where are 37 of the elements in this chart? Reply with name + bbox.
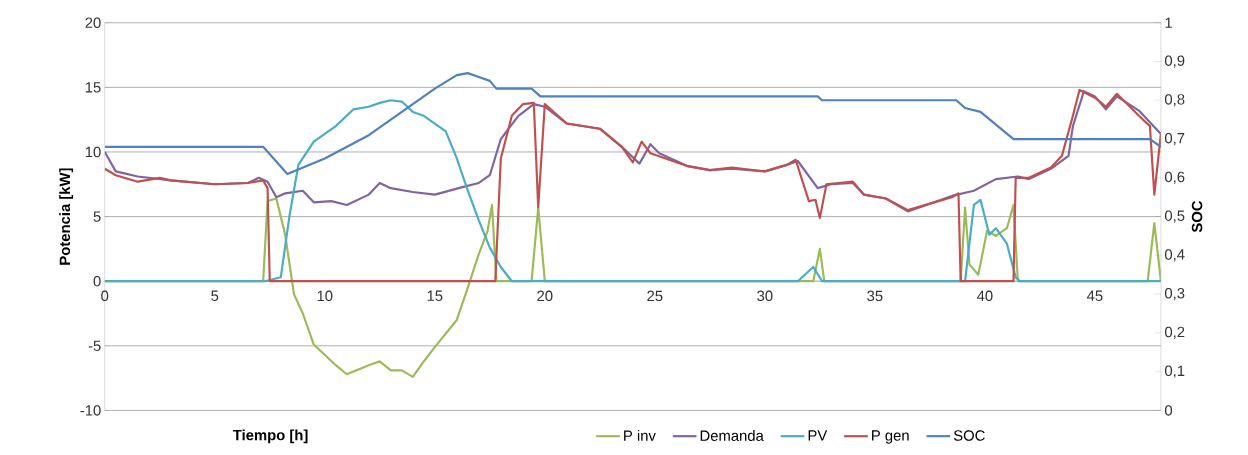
legend-label: P gen [872,430,909,444]
y2-tick-label: 1 [1165,17,1172,28]
x-tick-label: 25 [647,290,663,302]
y-tick-label: -10 [80,405,101,416]
y2-tick-label: 0,5 [1164,210,1185,223]
y-tick-label: 15 [85,82,101,93]
y-tick-label: 0 [93,275,101,287]
y-tick-label: 20 [85,17,101,29]
x-tick-label: 45 [1086,290,1103,301]
y2-tick-label: 0,3 [1164,288,1185,301]
y2-tick-label: 0,7 [1164,132,1185,146]
y-tick-label: 10 [85,146,101,158]
x-tick-label: 40 [976,290,993,302]
legend-label: PV [808,430,828,441]
y2-tick-label: 0,1 [1164,365,1185,378]
y2-axis-title: SOC [1191,200,1203,233]
y2-tick-label: 0,9 [1164,55,1185,68]
line-series [104,72,1161,176]
x-tick-label: 0 [101,290,109,302]
legend-label: P inv [624,430,656,441]
legend-label: SOC [953,430,985,441]
x-tick-label: 35 [867,290,883,302]
x-tick-label: 10 [317,290,333,302]
y-tick-label: -5 [88,340,101,352]
y2-tick-label: 0,4 [1164,249,1185,262]
y-axis-title: Potencia [kW] [59,168,74,265]
y2-tick-label: 0 [1164,405,1173,416]
x-tick-label: 30 [757,290,773,302]
y2-tick-label: 0,6 [1164,171,1185,184]
y2-tick-label: 0,8 [1164,94,1185,107]
x-tick-label: 5 [211,290,219,301]
legend-label: Demanda [700,430,764,441]
y2-tick-label: 0,2 [1164,326,1185,340]
y-tick-label: 5 [93,211,101,222]
x-tick-label: 20 [537,290,553,302]
x-axis-title: Tiempo [h] [232,429,308,444]
x-tick-label: 15 [427,290,443,301]
